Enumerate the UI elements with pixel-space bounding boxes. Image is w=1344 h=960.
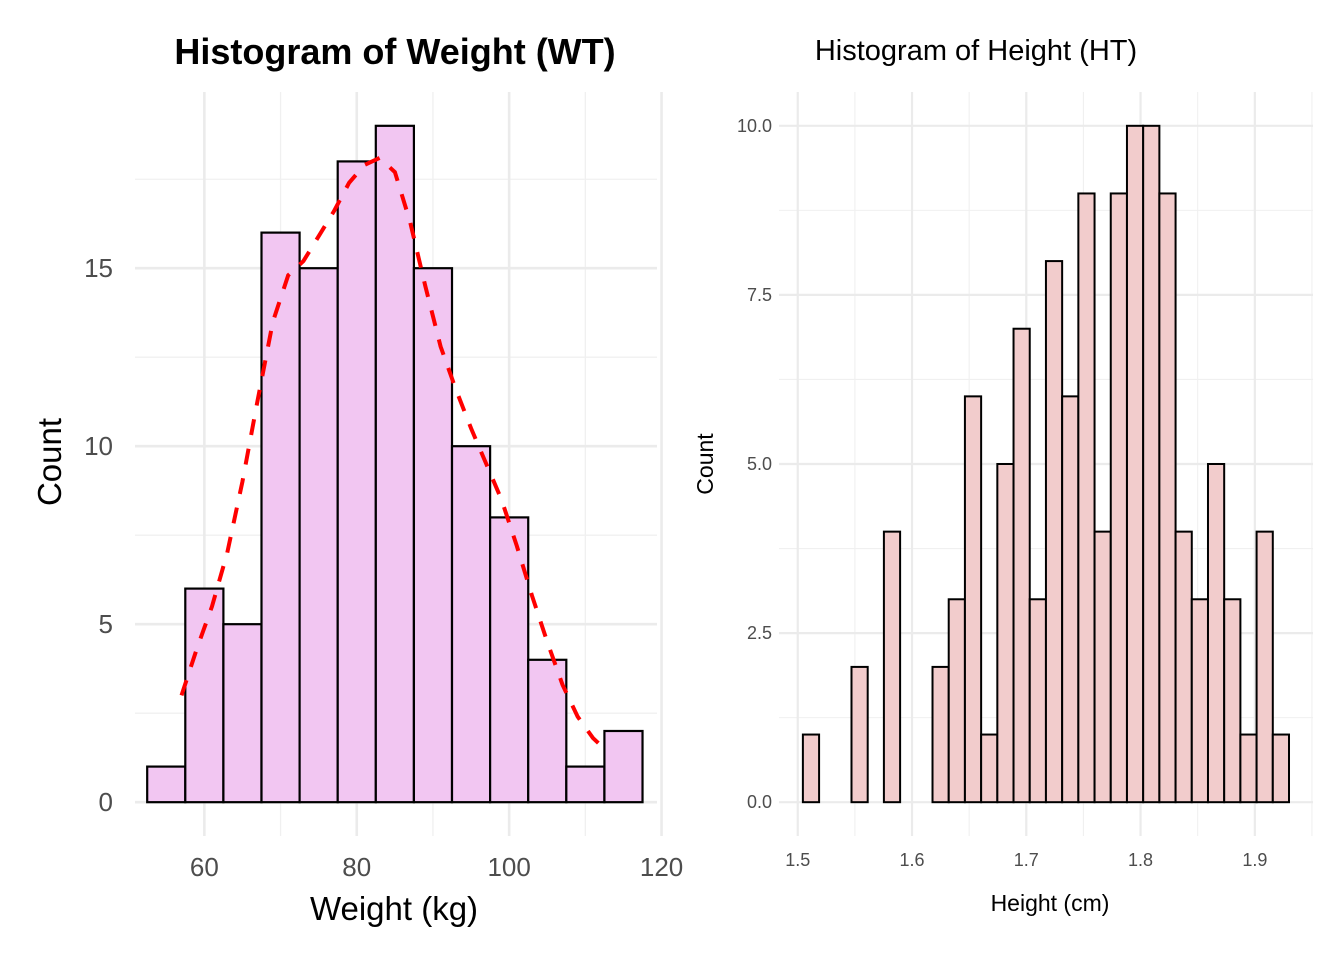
weight-x-axis-label: Weight (kg)	[310, 890, 478, 927]
height-y-tick-label: 2.5	[747, 623, 772, 643]
height-bar	[1093, 530, 1112, 804]
height-bar	[931, 665, 950, 804]
height-bar	[1044, 260, 1064, 804]
height-bar	[1271, 733, 1291, 804]
weight-bar	[412, 267, 454, 804]
weight-bar	[374, 124, 416, 804]
weight-bar	[298, 267, 339, 804]
height-bar	[1223, 598, 1242, 804]
weight-bar	[527, 658, 568, 804]
weight-y-axis-label: Count	[31, 418, 68, 506]
height-bar	[947, 598, 966, 804]
weight-bar	[489, 516, 530, 804]
weight-x-tick-label: 60	[190, 852, 219, 882]
height-x-tick-label: 1.7	[1014, 850, 1039, 870]
height-bar	[1158, 192, 1177, 804]
weight-histogram-panel: 0 5 10 15 60 80 100 120 Histogram of Weight (W…	[31, 31, 683, 927]
weight-bar	[184, 587, 225, 804]
height-bar	[1255, 530, 1274, 804]
weight-x-tick-label: 120	[640, 852, 683, 882]
height-x-tick-label: 1.8	[1128, 850, 1153, 870]
weight-bar	[450, 445, 492, 804]
height-y-tick-label: 10.0	[737, 116, 772, 136]
height-bar	[1077, 192, 1096, 804]
height-bar	[882, 530, 902, 804]
weight-bar	[260, 231, 301, 804]
height-bar	[1142, 124, 1161, 804]
height-bar	[1206, 463, 1226, 804]
weight-y-tick-label: 10	[84, 431, 113, 461]
height-bar	[1028, 598, 1047, 804]
height-bar	[996, 463, 1015, 804]
height-bar	[850, 665, 869, 804]
height-bar	[1012, 327, 1031, 804]
height-y-axis-label: Count	[692, 433, 718, 495]
weight-bars	[146, 124, 644, 804]
weight-bar	[565, 765, 606, 804]
height-bar	[1109, 192, 1128, 804]
height-y-tick-label: 0.0	[747, 792, 772, 812]
weight-density-curve	[179, 155, 610, 754]
height-bar	[1125, 124, 1145, 804]
weight-bar	[336, 160, 377, 804]
weight-y-tick-labels: 0 5 10 15	[84, 253, 113, 817]
height-x-tick-label: 1.9	[1242, 850, 1267, 870]
height-bar	[1190, 598, 1209, 804]
height-x-tick-label: 1.5	[785, 850, 810, 870]
height-x-tick-labels: 1.5 1.6 1.7 1.8 1.9	[785, 850, 1267, 870]
height-bar	[963, 395, 983, 804]
height-histogram-panel: 0.0 2.5 5.0 7.5 10.0 1.5 1.6 1.7 1.8 1.9 Histogr…	[692, 35, 1313, 916]
height-y-tick-label: 7.5	[747, 285, 772, 305]
height-bars	[801, 124, 1291, 804]
height-bar	[1061, 395, 1080, 804]
weight-bar	[222, 623, 263, 804]
weight-x-tick-labels: 60 80 100 120	[190, 852, 683, 882]
height-x-tick-label: 1.6	[899, 850, 924, 870]
weight-y-tick-label: 0	[99, 787, 113, 817]
height-chart-title: Histogram of Height (HT)	[815, 35, 1137, 67]
weight-y-tick-label: 15	[84, 253, 113, 283]
height-bar	[980, 733, 999, 804]
weight-x-tick-label: 100	[487, 852, 530, 882]
weight-bar	[146, 765, 187, 804]
height-bar	[1174, 530, 1193, 804]
weight-bar	[603, 729, 644, 804]
height-y-tick-label: 5.0	[747, 454, 772, 474]
weight-y-tick-label: 5	[99, 609, 113, 639]
weight-x-tick-label: 80	[342, 852, 371, 882]
height-bar	[1239, 733, 1258, 804]
height-y-tick-labels: 0.0 2.5 5.0 7.5 10.0	[737, 116, 772, 812]
weight-chart-title: Histogram of Weight (WT)	[174, 31, 615, 72]
height-bar	[801, 733, 821, 804]
height-x-axis-label: Height (cm)	[991, 890, 1110, 916]
